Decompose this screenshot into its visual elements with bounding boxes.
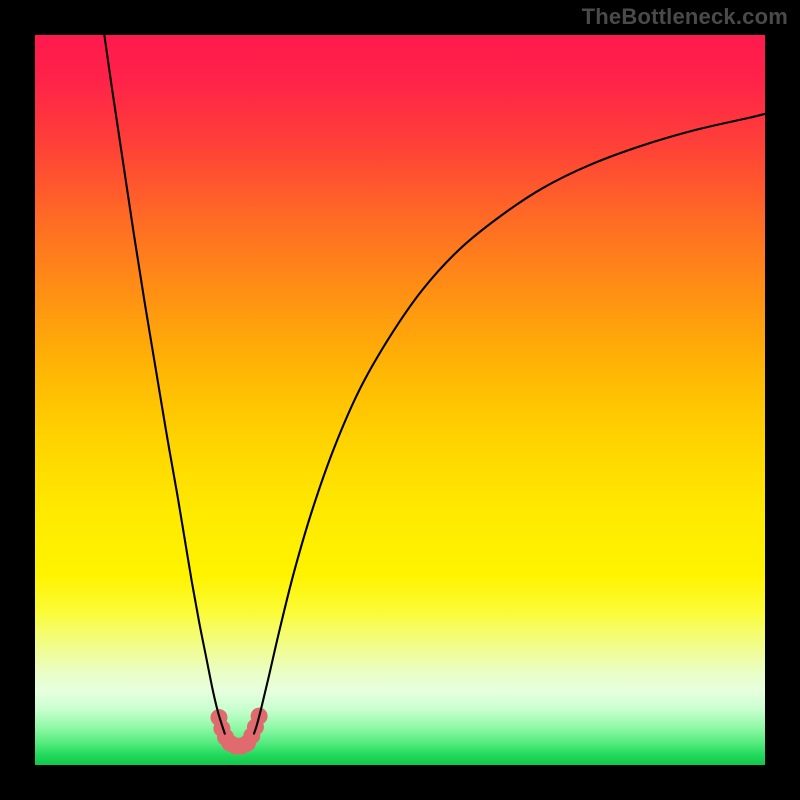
gradient-bg	[35, 35, 765, 765]
chart-canvas: TheBottleneck.com	[0, 0, 800, 800]
plot-area	[35, 35, 765, 765]
watermark-text: TheBottleneck.com	[582, 4, 788, 30]
plot-svg	[35, 35, 765, 765]
